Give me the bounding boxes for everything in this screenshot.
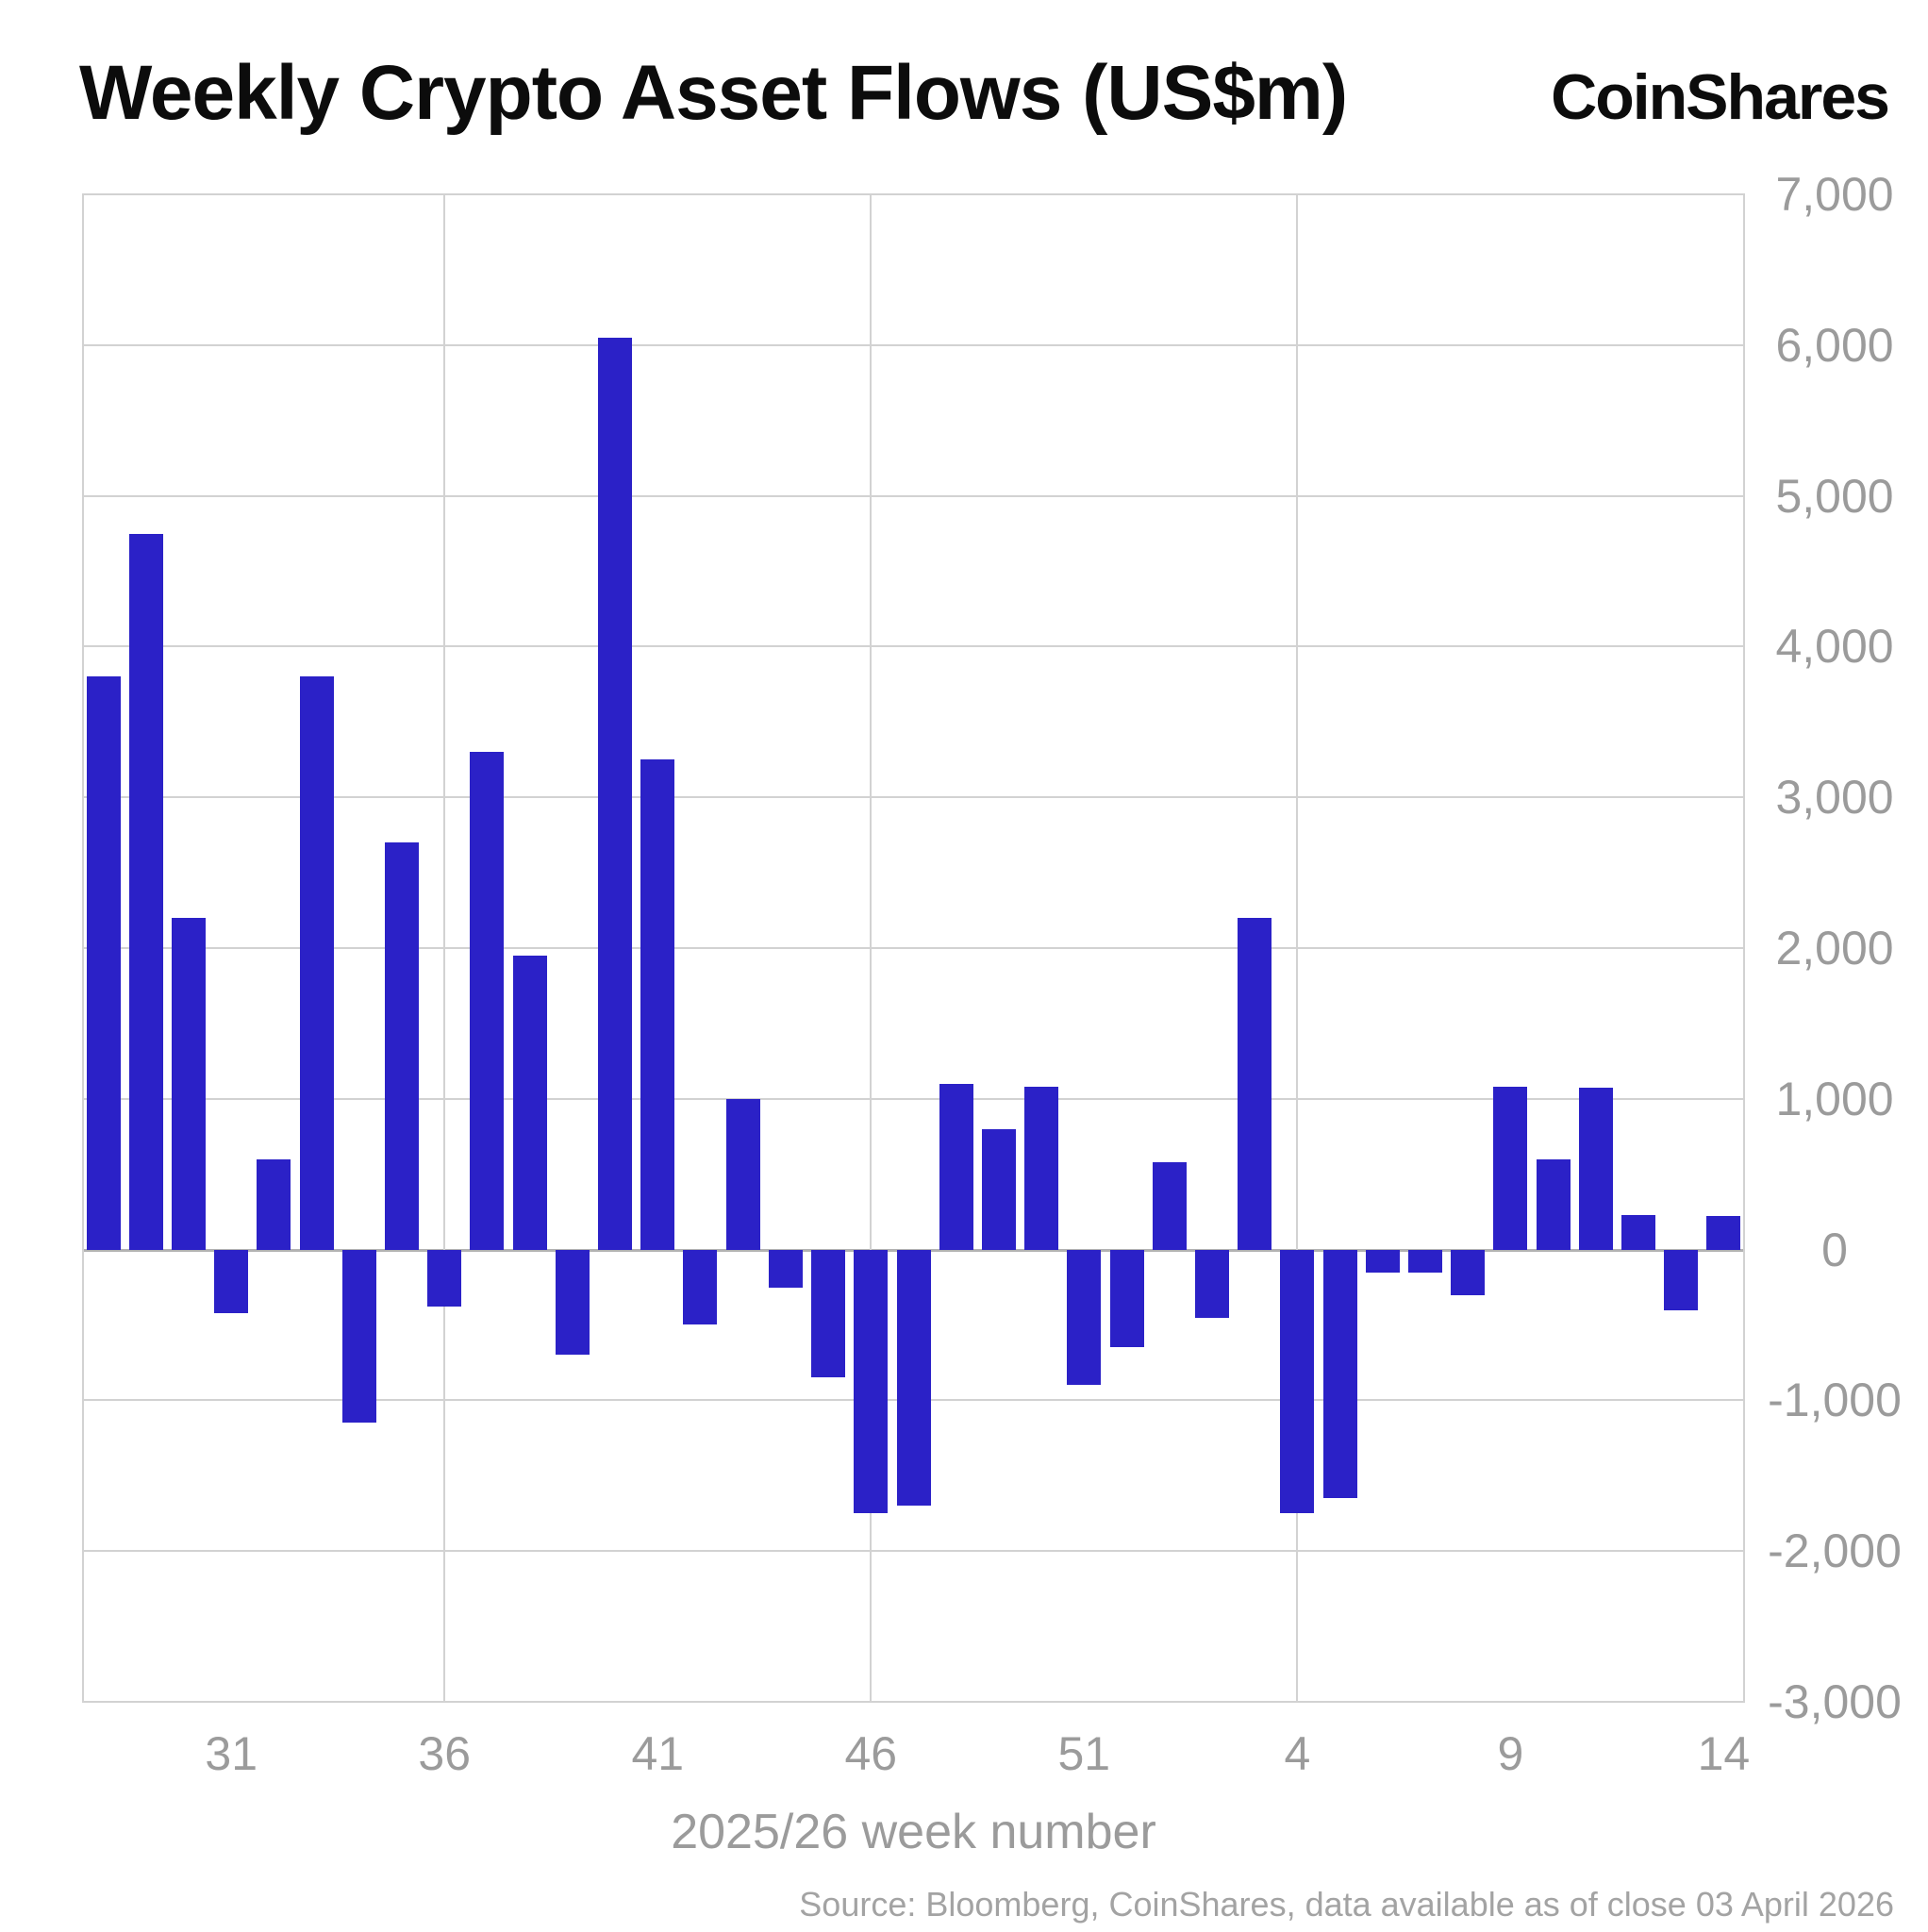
gridline-horizontal bbox=[82, 645, 1745, 648]
gridline-horizontal bbox=[82, 1701, 1745, 1703]
bar bbox=[1024, 1087, 1059, 1250]
gridline-horizontal bbox=[82, 193, 1745, 195]
bar bbox=[939, 1083, 973, 1250]
plot-right-border bbox=[1743, 194, 1745, 1702]
bar bbox=[1109, 1249, 1144, 1348]
gridline-horizontal bbox=[82, 1550, 1745, 1553]
bar bbox=[1578, 1087, 1613, 1250]
bar bbox=[172, 918, 206, 1250]
x-axis-tick-label: 46 bbox=[844, 1727, 898, 1780]
bar bbox=[896, 1249, 931, 1507]
bar bbox=[1194, 1249, 1229, 1318]
x-axis-title: 2025/26 week number bbox=[671, 1805, 1156, 1859]
bar bbox=[299, 676, 334, 1250]
gridline-vertical bbox=[443, 194, 446, 1702]
bar bbox=[811, 1249, 846, 1378]
bar bbox=[1621, 1214, 1655, 1250]
x-axis-tick-label: 36 bbox=[418, 1727, 472, 1780]
y-axis-tick-label: -2,000 bbox=[1768, 1524, 1902, 1578]
y-axis-tick-label: 6,000 bbox=[1775, 318, 1894, 372]
bar bbox=[257, 1158, 291, 1250]
bar bbox=[1451, 1249, 1486, 1295]
y-axis-tick-label: -3,000 bbox=[1768, 1675, 1902, 1728]
y-axis-tick-label: 4,000 bbox=[1775, 620, 1894, 674]
y-axis-tick-label: 0 bbox=[1821, 1223, 1848, 1276]
y-axis-tick-label: 2,000 bbox=[1775, 922, 1894, 974]
y-axis-tick-label: 5,000 bbox=[1775, 469, 1894, 523]
bar bbox=[854, 1249, 889, 1514]
y-axis-tick-label: 1,000 bbox=[1775, 1072, 1894, 1125]
bar bbox=[341, 1249, 376, 1424]
x-axis-tick-label: 4 bbox=[1284, 1727, 1311, 1780]
bar bbox=[86, 676, 121, 1250]
gridline-horizontal bbox=[82, 796, 1745, 799]
source-note: Source: Bloomberg, CoinShares, data avai… bbox=[799, 1885, 1894, 1924]
x-axis-tick-label: 51 bbox=[1057, 1727, 1111, 1780]
gridline-horizontal bbox=[82, 1097, 1745, 1100]
bar bbox=[470, 752, 505, 1250]
gridline-horizontal bbox=[82, 494, 1745, 497]
bar bbox=[1365, 1249, 1400, 1273]
bar bbox=[427, 1249, 462, 1307]
bar bbox=[1407, 1249, 1442, 1273]
plot-left-border bbox=[82, 194, 84, 1702]
bar bbox=[725, 1098, 760, 1250]
bar bbox=[214, 1249, 249, 1313]
gridline-vertical bbox=[870, 194, 873, 1702]
bar bbox=[1664, 1249, 1699, 1310]
bar bbox=[128, 533, 163, 1250]
gridline-horizontal bbox=[82, 947, 1745, 949]
y-axis-tick-label: -1,000 bbox=[1768, 1374, 1902, 1427]
bar bbox=[1238, 918, 1272, 1250]
bar bbox=[512, 955, 547, 1250]
bar bbox=[683, 1249, 718, 1325]
x-axis-tick-label: 14 bbox=[1697, 1727, 1751, 1780]
bar bbox=[1067, 1249, 1102, 1386]
bar bbox=[1280, 1249, 1315, 1514]
bar bbox=[1706, 1215, 1741, 1250]
chart-title: Weekly Crypto Asset Flows (US$m) bbox=[79, 50, 1348, 136]
bar bbox=[555, 1249, 590, 1356]
gridline-vertical bbox=[1296, 194, 1299, 1702]
bar bbox=[1493, 1087, 1528, 1250]
x-axis-tick-label: 9 bbox=[1497, 1727, 1524, 1780]
y-axis-tick-label: 3,000 bbox=[1775, 771, 1894, 824]
bar bbox=[640, 759, 675, 1250]
bar bbox=[981, 1128, 1016, 1250]
bar bbox=[1152, 1161, 1187, 1250]
bar bbox=[1322, 1249, 1357, 1499]
x-axis-tick-label: 41 bbox=[631, 1727, 685, 1780]
bar bbox=[1536, 1158, 1571, 1250]
coinshares-logo: CoinShares bbox=[1551, 61, 1890, 133]
x-axis-tick-label: 31 bbox=[205, 1727, 258, 1780]
plot-area: 7,000 6,000 5,000 4,000 3,000 2,000 1,000 0 -1,0… bbox=[82, 168, 1902, 1780]
y-axis-tick-label: 7,000 bbox=[1775, 168, 1894, 221]
gridline-horizontal bbox=[82, 343, 1745, 346]
bar bbox=[385, 842, 420, 1250]
bar bbox=[598, 337, 633, 1250]
bar bbox=[768, 1249, 803, 1288]
